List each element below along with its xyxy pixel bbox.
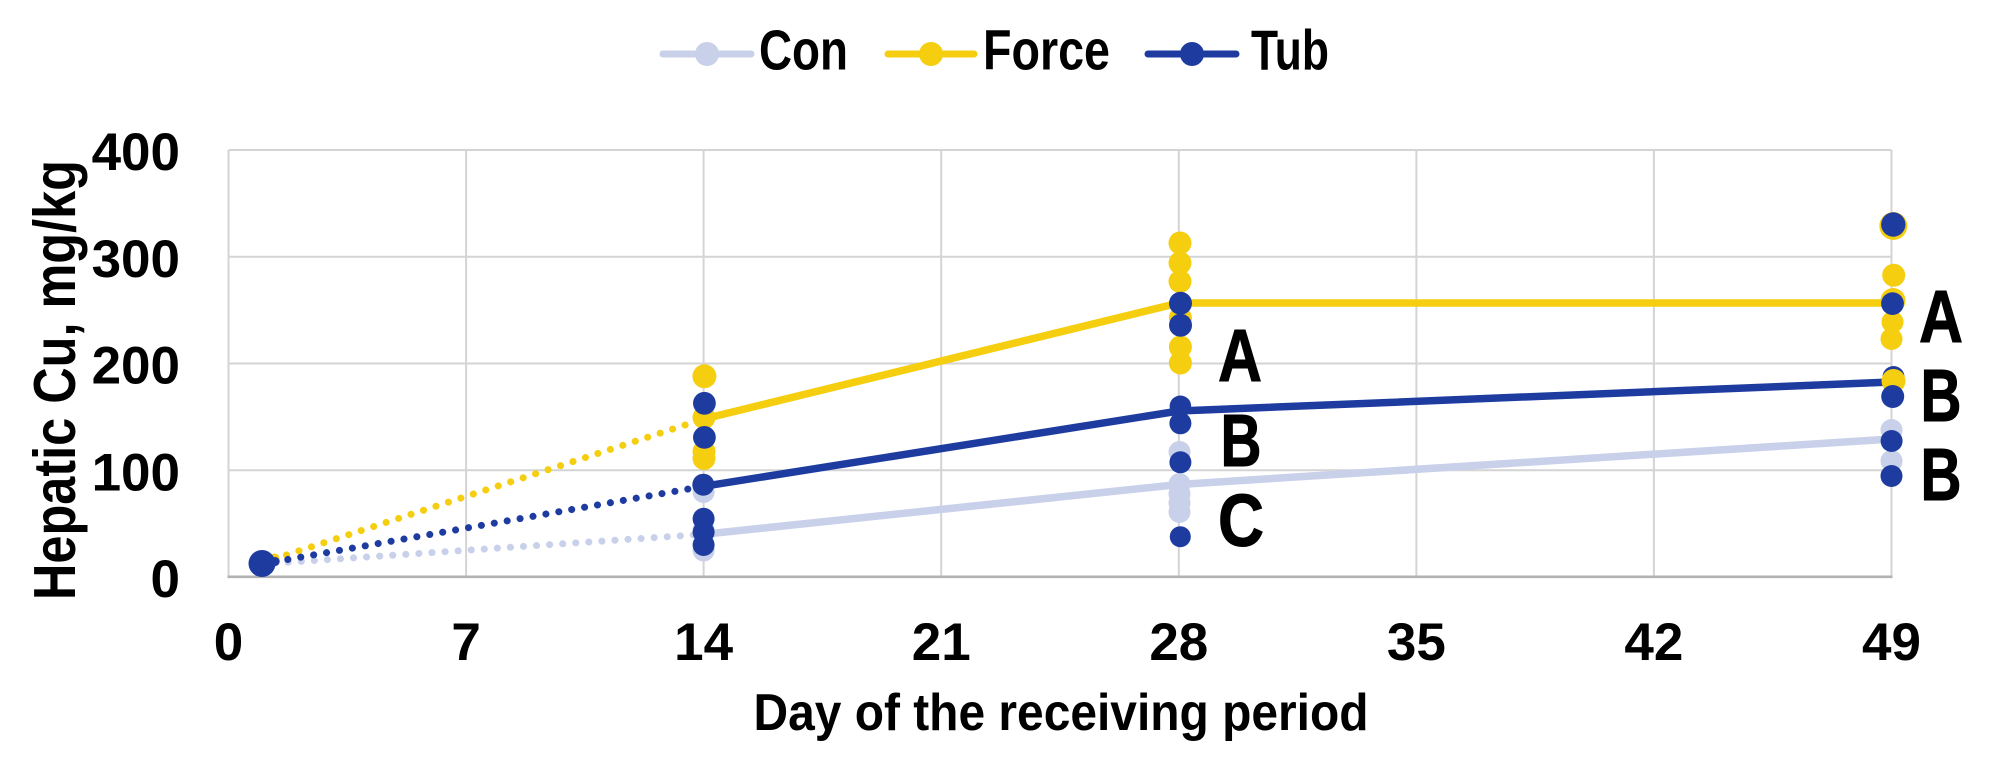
svg-text:A: A (1919, 275, 1963, 358)
svg-text:300: 300 (92, 230, 180, 289)
svg-text:B: B (1921, 433, 1962, 516)
svg-text:7: 7 (451, 613, 480, 672)
svg-text:21: 21 (912, 613, 971, 672)
svg-text:14: 14 (674, 613, 733, 672)
svg-text:49: 49 (1862, 613, 1921, 672)
svg-text:28: 28 (1149, 613, 1208, 672)
svg-text:400: 400 (92, 123, 180, 182)
svg-text:0: 0 (151, 550, 180, 609)
svg-text:100: 100 (92, 443, 180, 502)
svg-text:Con: Con (759, 19, 848, 83)
svg-text:Hepatic Cu, mg/kg: Hepatic Cu, mg/kg (22, 160, 88, 600)
svg-text:Day of the receiving period: Day of the receiving period (754, 684, 1369, 742)
svg-text:35: 35 (1387, 613, 1446, 672)
svg-text:0: 0 (214, 613, 243, 672)
svg-text:Tub: Tub (1251, 19, 1329, 83)
svg-text:C: C (1218, 479, 1264, 562)
svg-text:200: 200 (92, 337, 180, 396)
svg-text:A: A (1218, 314, 1262, 397)
svg-text:B: B (1921, 354, 1962, 437)
svg-text:42: 42 (1624, 613, 1683, 672)
svg-text:B: B (1221, 399, 1262, 482)
svg-text:Force: Force (983, 19, 1110, 83)
